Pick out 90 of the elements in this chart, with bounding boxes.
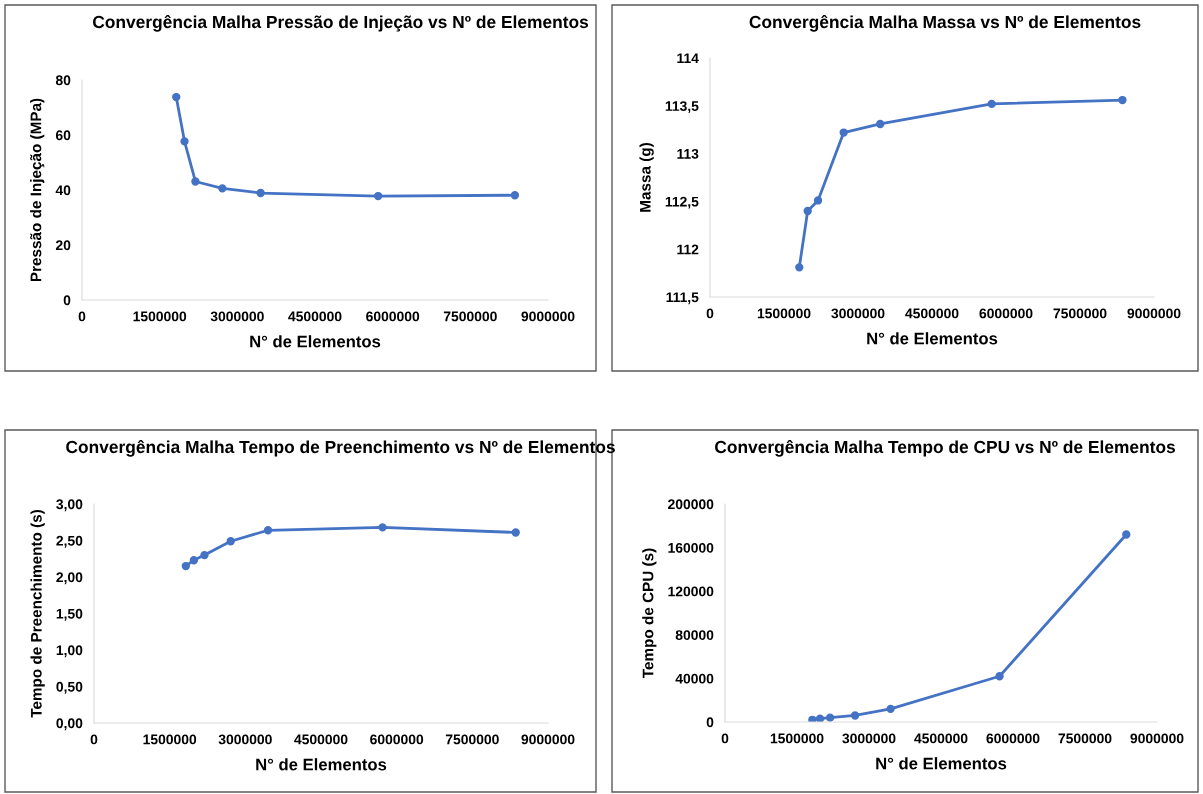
chart-title: Convergência Malha Pressão de Injeção vs Nº de Elementos (92, 15, 589, 32)
y-tick-label: 0,00 (56, 718, 83, 731)
x-tick-label: 3000000 (831, 308, 885, 319)
y-tick-label: 1,50 (56, 608, 83, 621)
y-tick-label: 2,50 (56, 535, 83, 548)
point (263, 526, 273, 535)
point (226, 537, 235, 546)
x-tick-label: 3000000 (218, 734, 272, 745)
x-tick-label: 6000000 (370, 734, 424, 745)
point (191, 177, 200, 186)
y-axis-title: Pressão de Injeção (MPa) (30, 98, 45, 282)
point (815, 714, 825, 722)
y-tick-label: 111,5 (666, 292, 699, 305)
x-tick-label: 0 (90, 734, 98, 745)
point (1122, 530, 1131, 539)
y-tick-label: 160000 (668, 542, 714, 553)
point (808, 715, 817, 722)
x-axis-title: N° de Elementos (876, 757, 1007, 770)
x-tick-label: 7500000 (1053, 308, 1107, 319)
x-tick-label: 3000000 (210, 311, 264, 322)
point (256, 188, 265, 198)
point (181, 561, 190, 571)
x-tick-label: 3000000 (842, 733, 896, 744)
x-tick-label: 9000000 (1130, 733, 1184, 744)
y-tick-label: 80 (55, 75, 71, 86)
x-tick-label: 1500000 (770, 733, 824, 744)
point (813, 196, 823, 205)
x-tick-label: 0 (721, 733, 729, 744)
y-tick-label: 3,00 (56, 499, 83, 512)
point (218, 184, 227, 193)
y-tick-label: 200000 (668, 499, 714, 510)
point (180, 137, 189, 146)
point (189, 556, 199, 565)
y-axis-title: Tempo de CPU (s) (642, 548, 657, 679)
point (886, 704, 895, 714)
point (1118, 95, 1127, 105)
point (795, 263, 804, 272)
y-axis-title: Massa (g) (639, 143, 654, 212)
x-tick-label: 6000000 (986, 733, 1040, 744)
chart-title: Convergência Malha Tempo de CPU vs Nº de Elementos (715, 440, 1175, 457)
y-tick-label: 20 (55, 240, 71, 251)
x-tick-label: 9000000 (521, 734, 575, 745)
point (839, 128, 848, 137)
x-tick-label: 1500000 (143, 734, 197, 745)
x-tick-label: 4500000 (905, 308, 959, 319)
x-axis-title: N° de Elementos (256, 758, 387, 771)
x-axis-title: N° de Elementos (250, 335, 381, 348)
y-tick-label: 113,5 (665, 101, 699, 113)
point (511, 528, 520, 537)
point (803, 206, 812, 216)
point (876, 119, 885, 129)
x-tick-label: 7500000 (443, 311, 497, 322)
y-tick-label: 113 (677, 148, 699, 159)
x-tick-label: 4500000 (914, 733, 968, 744)
y-tick-label: 40000 (675, 673, 714, 684)
x-tick-label: 6000000 (366, 311, 420, 322)
x-tick-label: 1500000 (133, 311, 187, 322)
point (172, 92, 181, 102)
y-tick-label: 60 (55, 130, 71, 141)
y-tick-label: 2,00 (56, 572, 83, 585)
x-tick-label: 9000000 (1127, 308, 1181, 319)
point (200, 550, 209, 560)
x-tick-label: 4500000 (294, 734, 348, 745)
y-tick-label: 120000 (668, 586, 714, 597)
point (378, 523, 387, 532)
point (825, 713, 835, 722)
x-tick-label: 6000000 (979, 308, 1033, 319)
x-tick-label: 7500000 (445, 734, 499, 745)
y-tick-label: 80000 (675, 630, 714, 640)
x-axis-title: N° de Elementos (867, 332, 998, 345)
x-tick-label: 7500000 (1058, 733, 1112, 744)
y-tick-label: 112 (677, 244, 699, 255)
chart-title: Convergência Malha Massa vs Nº de Elementos (749, 15, 1141, 32)
y-tick-label: 1,00 (56, 645, 83, 658)
x-tick-label: 1500000 (757, 308, 811, 319)
point (374, 191, 383, 201)
y-tick-label: 0 (706, 717, 714, 728)
chart-title: Convergência Malha Tempo de Preenchimento vs Nº de Elementos (66, 440, 615, 457)
point (510, 191, 520, 200)
x-tick-label: 9000000 (521, 311, 575, 322)
point (995, 672, 1004, 681)
point (987, 99, 996, 109)
y-tick-label: 112,5 (665, 196, 699, 209)
y-tick-label: 0 (63, 295, 71, 306)
point (850, 711, 860, 720)
y-tick-label: 0,50 (56, 681, 83, 694)
y-tick-label: 40 (55, 185, 71, 196)
y-tick-label: 114 (677, 53, 699, 64)
x-tick-label: 4500000 (288, 311, 342, 322)
y-axis-title: Tempo de Preenchimento (s) (30, 509, 45, 718)
